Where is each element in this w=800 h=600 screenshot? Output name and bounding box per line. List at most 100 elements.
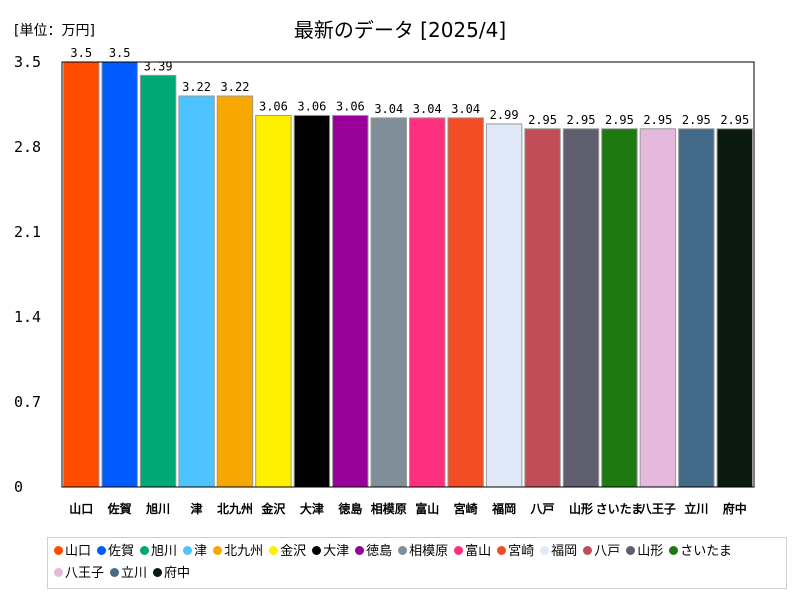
bar-6 <box>255 114 292 488</box>
bar-12 <box>485 123 523 488</box>
legend-item: 府中 <box>153 563 190 585</box>
legend-item: 八戸 <box>583 541 620 563</box>
legend-dot-icon <box>398 546 408 555</box>
bar-chart: 00.71.42.12.83.5 3.5 3.53.393.22 3.223.06 3… <box>14 45 755 516</box>
bar-16 <box>639 128 677 488</box>
legend-item: 立川 <box>110 563 147 585</box>
category-label: 八戸 <box>530 502 555 516</box>
legend-item: 徳島 <box>355 541 392 563</box>
y-axis-ticks: 0 0.7 1.4 2.1 2.8 3.5 <box>14 53 41 496</box>
category-label: 福岡 <box>491 501 516 516</box>
legend-item: 津 <box>183 541 207 563</box>
legend-label: 北九州 <box>224 544 264 559</box>
legend-item: 宮崎 <box>497 541 534 563</box>
value-label: 2.95 <box>682 113 711 127</box>
category-label: 山口 <box>69 501 93 516</box>
category-labels-group: 山口 佐賀 旭川 津北九州 金沢 大津 徳島 相模原 富山 宮崎 福岡 八戸 山形 さいたま八王子 立川 府中 <box>69 501 747 516</box>
bar-7 <box>293 114 331 488</box>
legend-label: 山形 <box>637 544 664 559</box>
y-tick-label: 1.4 <box>14 308 41 326</box>
legend-dot-icon <box>540 546 550 555</box>
bar-1 <box>63 61 100 488</box>
legend-dot-icon <box>183 546 193 555</box>
category-label: 佐賀 <box>107 501 132 516</box>
legend-label: 宮崎 <box>508 544 535 559</box>
category-label: 宮崎 <box>454 501 478 516</box>
legend-dot-icon <box>54 568 63 577</box>
value-label-bg <box>295 98 329 114</box>
plot-frame <box>61 61 755 488</box>
bar-17 <box>678 128 715 488</box>
legend-label: 相模原 <box>409 544 449 559</box>
value-label-bg <box>487 106 521 122</box>
legend-item: 福岡 <box>540 541 577 563</box>
legend-label: 旭川 <box>151 544 178 559</box>
bars-group <box>63 61 753 488</box>
bar-10 <box>409 117 446 488</box>
value-label-bg <box>641 111 675 127</box>
legend-item: 旭川 <box>140 541 177 563</box>
value-label-bg <box>179 79 214 94</box>
bar-4 <box>178 95 215 488</box>
value-label: 2.95 <box>720 113 749 127</box>
value-label: 3.06 <box>259 99 288 113</box>
value-label: 3.22 <box>182 80 211 94</box>
bar-11 <box>447 117 484 488</box>
value-label: 3.5 <box>70 46 92 60</box>
legend-dot-icon <box>626 546 636 555</box>
y-tick-label: 3.5 <box>14 53 41 71</box>
value-label-bg <box>106 45 133 60</box>
legend-label: さいたま <box>680 544 732 559</box>
legend-dot-icon <box>269 546 279 555</box>
value-label: 2.95 <box>643 113 672 127</box>
value-label: 3.04 <box>451 102 480 116</box>
legend-label: 富山 <box>465 544 492 559</box>
legend-dot-icon <box>669 546 679 555</box>
bar-13 <box>524 128 561 488</box>
category-label: 八王子 <box>639 502 676 516</box>
value-label: 2.99 <box>490 108 519 122</box>
legend-label: 津 <box>194 544 208 559</box>
chart-title: 最新のデータ [2025/4] <box>293 18 507 42</box>
value-label-bg <box>68 45 95 60</box>
category-label: 津 <box>191 501 203 516</box>
y-tick-label: 0.7 <box>14 393 41 411</box>
legend-label: 八戸 <box>594 544 621 559</box>
value-label-bg <box>410 100 445 116</box>
legend-dot-icon <box>213 546 223 555</box>
legend-item: 相模原 <box>398 541 448 563</box>
value-label: 3.04 <box>374 102 403 116</box>
value-label-bg <box>679 111 714 127</box>
category-label: さいたま <box>596 502 644 516</box>
legend-item: 山形 <box>626 541 663 563</box>
category-label: 北九州 <box>217 501 253 516</box>
legend-label: 福岡 <box>551 544 578 559</box>
legend-dot-icon <box>454 546 464 555</box>
value-label: 3.04 <box>413 102 442 116</box>
legend-item: 山口 <box>54 541 91 563</box>
value-labels-group: 3.5 3.5 3.39 3.22 3.22 3.06 3.06 3.06 3.04 3.04 3.… <box>68 45 752 127</box>
category-label: 山形 <box>569 501 593 516</box>
value-label-bg <box>602 111 637 127</box>
y-tick-label: 2.1 <box>14 223 41 241</box>
legend-label: 大津 <box>323 544 350 559</box>
value-label-bg <box>256 98 291 114</box>
category-label: 徳島 <box>337 501 362 516</box>
value-label: 2.95 <box>605 113 634 127</box>
category-label: 旭川 <box>145 501 170 516</box>
legend-dot-icon <box>140 546 150 555</box>
value-label-bg <box>371 100 406 116</box>
legend-item: 金沢 <box>269 541 306 563</box>
value-label-bg <box>564 111 598 127</box>
bar-18 <box>716 128 753 488</box>
category-label: 金沢 <box>260 501 286 516</box>
legend-label: 徳島 <box>366 544 393 559</box>
y-tick-label: 0 <box>14 478 23 496</box>
legend-dot-icon <box>312 546 322 555</box>
category-label: 大津 <box>300 501 324 516</box>
bar-8 <box>332 114 369 488</box>
legend-label: 立川 <box>121 566 148 581</box>
value-label-bg <box>717 111 752 127</box>
legend-label: 山口 <box>65 544 92 559</box>
legend-item: 北九州 <box>213 541 263 563</box>
